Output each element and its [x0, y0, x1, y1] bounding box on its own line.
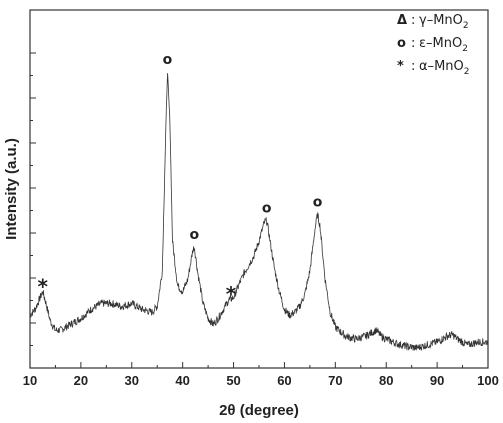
- x-tick-label: 90: [430, 373, 444, 388]
- legend-label: γ–MnO2: [419, 13, 469, 31]
- x-tick-label: 50: [226, 373, 240, 388]
- legend-entry: o: ε–MnO2: [397, 36, 468, 54]
- x-axis-tick-labels: 10 20 30 40 50 60 70 80 90 100: [23, 373, 499, 388]
- peak-marker-epsilon: o: [313, 194, 323, 210]
- legend-separator: :: [411, 36, 415, 51]
- x-tick-label: 60: [277, 373, 291, 388]
- legend-subscript: 2: [464, 67, 470, 77]
- legend-phase-name: α–MnO: [419, 59, 464, 74]
- x-tick-label: 100: [477, 373, 499, 388]
- legend-entry: *: α–MnO2: [397, 59, 470, 77]
- legend-marker: o: [397, 36, 406, 51]
- peak-marker-epsilon: o: [262, 200, 272, 216]
- x-tick-label: 20: [74, 373, 88, 388]
- y-axis-ticks: [30, 52, 36, 369]
- peak-markers: * o o * o o: [37, 52, 322, 306]
- x-tick-label: 30: [125, 373, 139, 388]
- diffraction-pattern-line: [29, 73, 489, 351]
- x-axis-ticks: [29, 362, 489, 368]
- x-tick-label: 80: [379, 373, 393, 388]
- peak-marker-epsilon: o: [190, 227, 200, 243]
- legend-phase-name: ε–MnO: [419, 36, 462, 51]
- legend-separator: :: [411, 13, 415, 28]
- legend-subscript: 2: [462, 44, 468, 54]
- peak-marker-alpha: *: [37, 275, 48, 299]
- legend-subscript: 2: [463, 21, 469, 31]
- peak-marker-alpha: *: [226, 282, 237, 306]
- legend-entry: Δ: γ–MnO2: [397, 13, 469, 31]
- x-tick-label: 40: [175, 373, 189, 388]
- y-axis-title: Intensity (a.u.): [3, 138, 20, 240]
- x-tick-label: 10: [23, 373, 37, 388]
- legend-separator: :: [411, 59, 415, 74]
- legend-marker: Δ: [397, 13, 407, 28]
- legend-label: ε–MnO2: [419, 36, 468, 54]
- x-axis-title: 2θ (degree): [219, 402, 299, 419]
- x-tick-label: 70: [328, 373, 342, 388]
- peak-marker-epsilon: o: [163, 52, 173, 68]
- legend-marker: *: [397, 59, 404, 74]
- legend-phase-name: γ–MnO: [419, 13, 463, 28]
- legend-label: α–MnO2: [419, 59, 470, 77]
